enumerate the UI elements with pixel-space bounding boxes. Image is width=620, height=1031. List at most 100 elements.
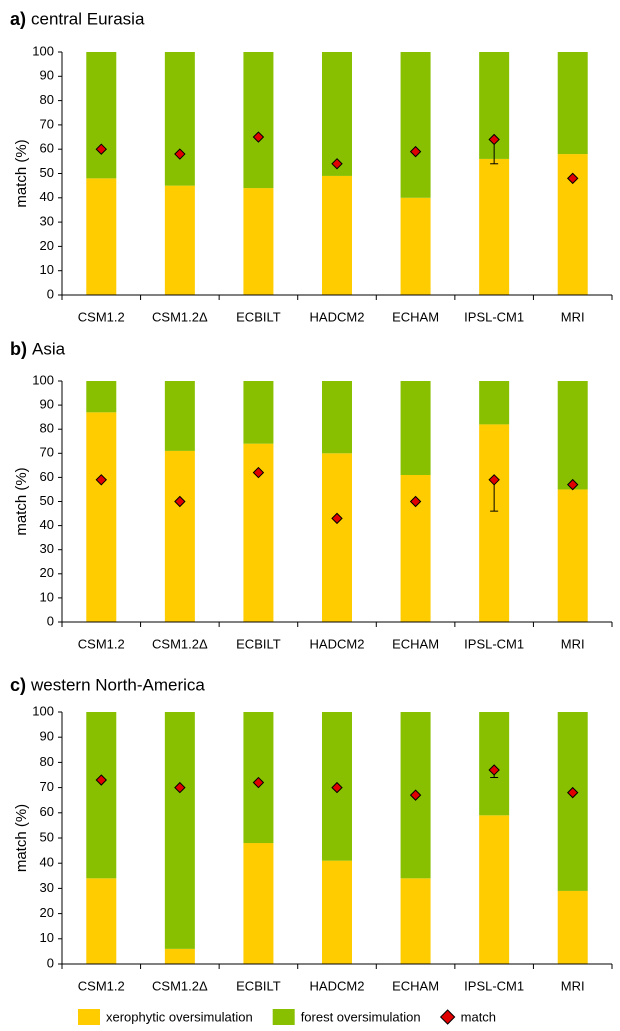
bar-segment — [557, 712, 588, 891]
bar-segment — [557, 52, 588, 155]
y-tick-label: 50 — [40, 165, 54, 180]
y-tick-label: 100 — [32, 372, 54, 387]
x-tick-label: ECHAM — [392, 978, 439, 993]
x-tick-label: HADCM2 — [310, 636, 365, 651]
bar-segment — [164, 52, 195, 186]
x-tick-label: ECHAM — [392, 636, 439, 651]
y-tick-label: 50 — [40, 829, 54, 844]
match-marker — [331, 158, 343, 170]
match-marker — [95, 474, 107, 486]
legend-swatch — [272, 1009, 295, 1025]
y-tick-label: 20 — [40, 238, 54, 253]
legend-swatch — [78, 1009, 100, 1025]
y-tick-label: 60 — [40, 141, 54, 156]
bar-segment — [86, 712, 117, 879]
match-marker — [95, 774, 107, 786]
bar-segment — [400, 52, 431, 198]
x-tick-label: CSM1.2 — [78, 978, 125, 993]
x-tick-label: MRI — [561, 978, 585, 993]
y-tick-label: 20 — [40, 565, 54, 580]
x-tick-label: MRI — [561, 309, 585, 324]
y-tick-label: 60 — [40, 804, 54, 819]
bar-segment — [479, 815, 510, 964]
bar-segment — [86, 381, 117, 413]
x-tick-label: HADCM2 — [310, 978, 365, 993]
bar-segment — [243, 188, 274, 295]
match-marker — [252, 131, 265, 143]
panel-label: b) — [10, 339, 27, 359]
x-tick-label: IPSL-CM1 — [464, 636, 524, 651]
bar-segment — [479, 381, 510, 425]
match-marker — [488, 764, 500, 776]
y-tick-label: 80 — [40, 92, 54, 107]
bar-segment — [557, 890, 588, 964]
legend-label: match — [461, 1009, 496, 1024]
bar-segment — [479, 712, 510, 816]
match-marker — [331, 512, 343, 525]
bar-segment — [322, 175, 352, 295]
panel-label: c) — [10, 675, 26, 695]
bar-segment — [400, 197, 431, 295]
x-tick-label: CSM1.2Δ — [152, 309, 208, 324]
bar-segment — [322, 453, 352, 622]
y-tick-label: 80 — [40, 754, 54, 769]
match-marker — [409, 789, 422, 801]
bar-segment — [400, 381, 431, 475]
y-tick-label: 30 — [40, 214, 54, 229]
match-marker — [174, 148, 186, 160]
x-tick-label: ECBILT — [236, 636, 281, 651]
panel-title: western North-America — [30, 675, 205, 694]
bar-segment — [243, 843, 274, 964]
bar-segment — [86, 52, 117, 179]
bar-segment — [243, 52, 274, 189]
y-tick-label: 20 — [40, 905, 54, 920]
y-tick-label: 0 — [47, 286, 54, 301]
match-marker — [252, 466, 265, 479]
y-tick-label: 100 — [32, 43, 54, 58]
y-tick-label: 40 — [40, 189, 54, 204]
bar-segment — [164, 381, 195, 451]
match-marker — [567, 478, 579, 491]
bar-segment — [322, 381, 352, 454]
match-marker — [95, 143, 107, 155]
match-marker — [488, 474, 500, 486]
y-tick-label: 90 — [40, 68, 54, 83]
y-tick-label: 40 — [40, 517, 54, 532]
y-tick-label: 0 — [47, 613, 54, 628]
bar-segment — [86, 878, 117, 964]
legend-label: xerophytic oversimulation — [106, 1009, 253, 1024]
match-marker — [567, 786, 579, 799]
bar-segment — [322, 860, 352, 964]
y-tick-label: 10 — [40, 589, 54, 604]
x-tick-label: CSM1.2 — [78, 309, 125, 324]
match-marker — [174, 495, 186, 508]
match-marker — [409, 495, 422, 508]
bar-segment — [164, 712, 195, 949]
panel-title: Asia — [32, 339, 66, 358]
y-tick-label: 70 — [40, 445, 54, 460]
bar-segment — [322, 52, 352, 176]
x-tick-label: IPSL-CM1 — [464, 978, 524, 993]
x-tick-label: ECHAM — [392, 309, 439, 324]
match-marker — [488, 133, 500, 146]
legend-marker — [439, 1009, 456, 1025]
y-tick-label: 30 — [40, 541, 54, 556]
panel-title: central Eurasia — [31, 9, 145, 28]
bar-segment — [557, 489, 588, 622]
x-tick-label: ECBILT — [236, 978, 281, 993]
bar-segment — [86, 412, 117, 622]
x-tick-label: CSM1.2Δ — [152, 636, 208, 651]
y-tick-label: 10 — [40, 930, 54, 945]
y-tick-label: 90 — [40, 729, 54, 744]
bar-segment — [86, 178, 117, 295]
match-marker — [567, 172, 579, 185]
y-axis-label: match (%) — [13, 139, 30, 207]
y-tick-label: 30 — [40, 880, 54, 895]
match-marker — [174, 781, 186, 794]
x-tick-label: IPSL-CM1 — [464, 309, 524, 324]
x-tick-label: ECBILT — [236, 309, 281, 324]
bar-segment — [243, 381, 274, 444]
legend-label: forest oversimulation — [301, 1009, 421, 1024]
y-tick-label: 10 — [40, 262, 54, 277]
